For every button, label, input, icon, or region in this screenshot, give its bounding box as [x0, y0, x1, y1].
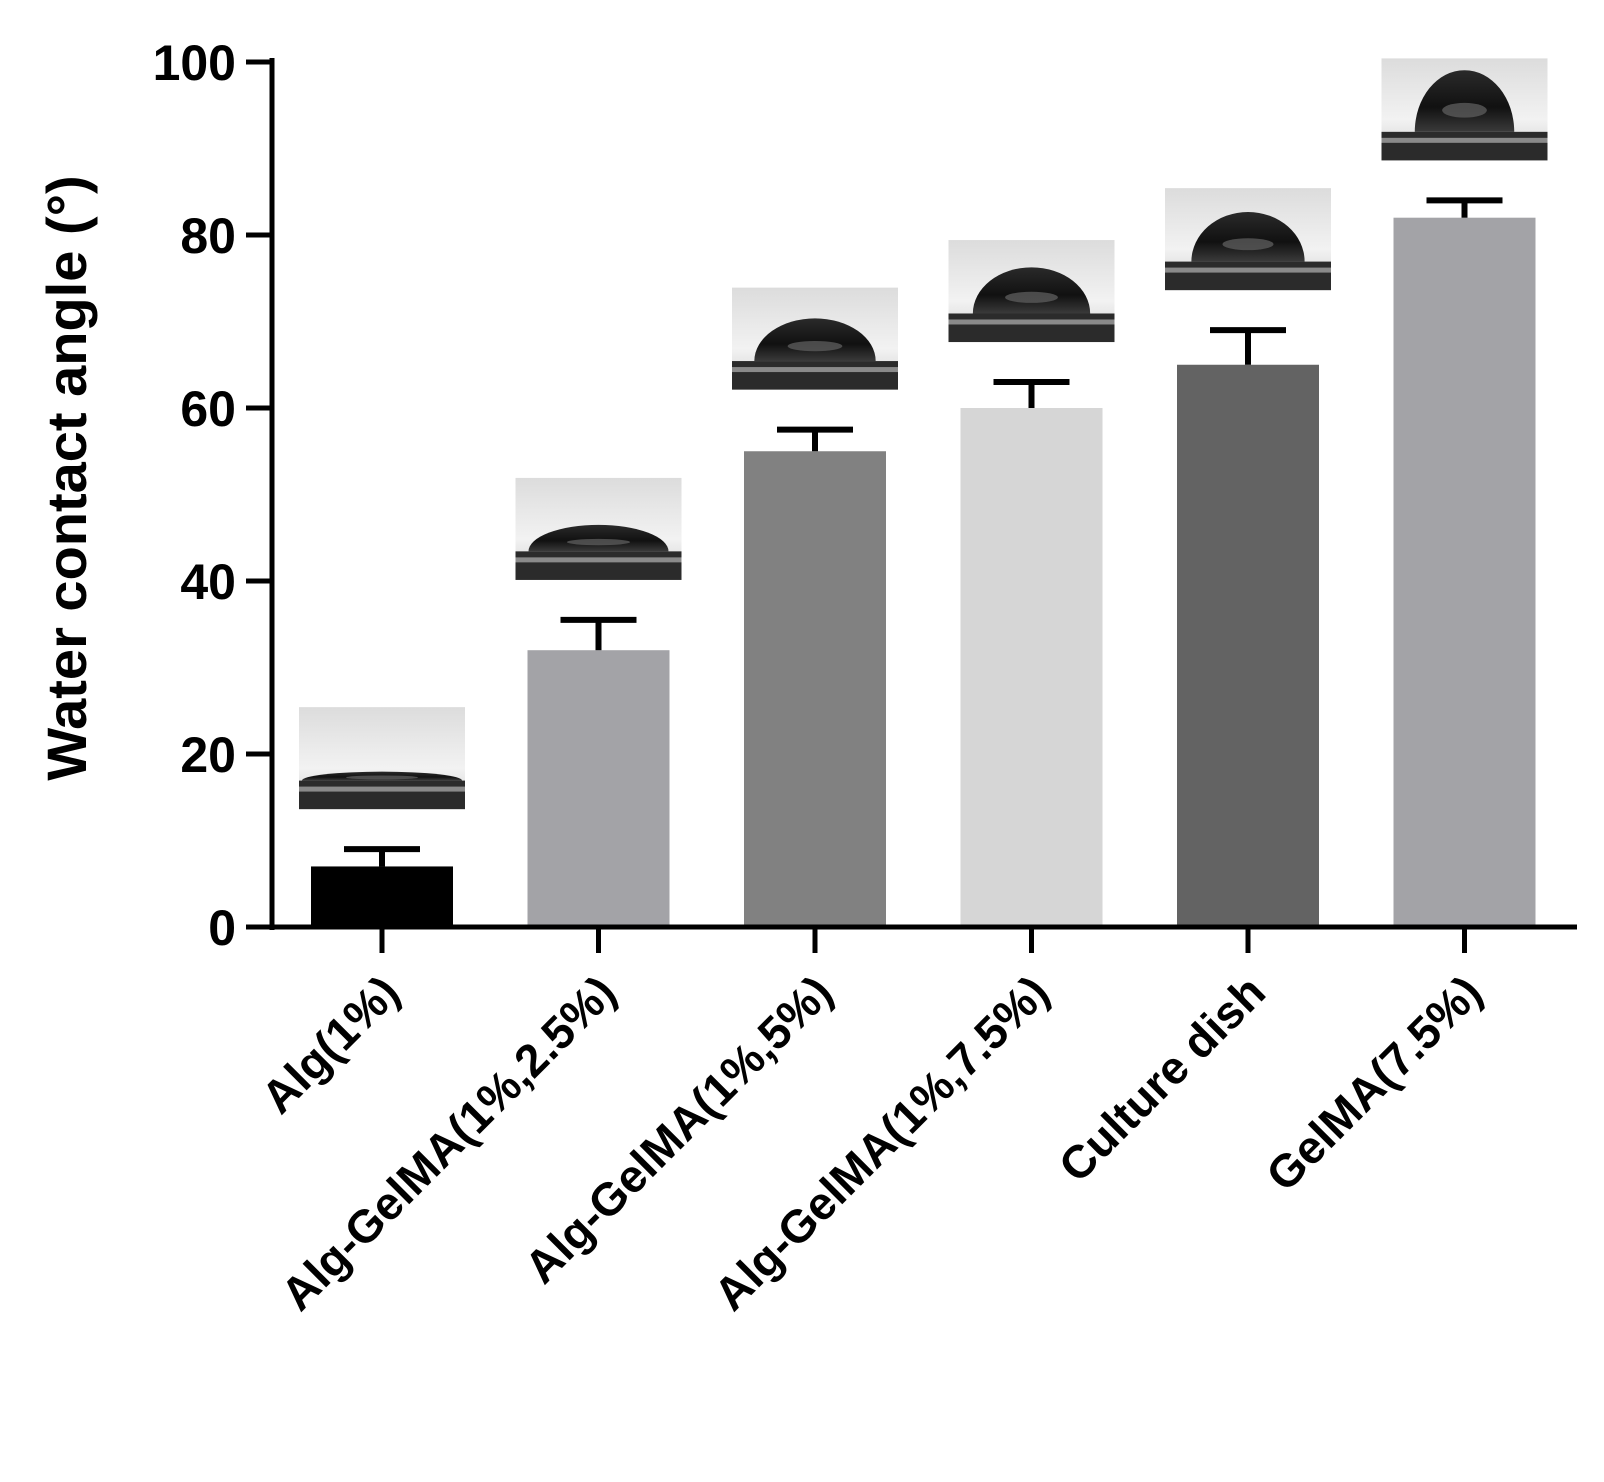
droplet-images-layer: [299, 58, 1548, 809]
bar: [1394, 218, 1536, 927]
bar: [961, 408, 1103, 927]
bar: [311, 866, 453, 927]
bar-chart: 0 20 40 60 80 100 Alg(1%)Alg-GelMA(1%,2.5%)Al…: [0, 0, 1604, 1482]
water-droplet-image: [299, 707, 465, 809]
y-tick-label: 60: [180, 381, 236, 437]
droplet-highlight: [1005, 292, 1058, 303]
x-category-label: Culture dish: [1049, 965, 1276, 1192]
substrate-reflection: [516, 557, 682, 562]
y-axis-title: Water contact angle (°): [35, 175, 98, 780]
y-tick-label: 20: [180, 727, 236, 783]
y-ticks: 0 20 40 60 80 100: [153, 35, 272, 956]
x-category-label: Alg(1%): [251, 965, 409, 1123]
water-droplet-image: [1382, 58, 1548, 160]
bar: [744, 451, 886, 927]
droplet-highlight: [346, 775, 418, 779]
substrate-reflection: [1382, 138, 1548, 143]
substrate-reflection: [299, 787, 465, 792]
substrate: [1382, 132, 1548, 161]
substrate-reflection: [1165, 268, 1331, 273]
bar: [1177, 365, 1319, 927]
bar: [528, 650, 670, 927]
substrate: [949, 313, 1115, 342]
axes: [269, 58, 1577, 930]
droplet-highlight: [567, 539, 630, 545]
y-tick-label: 0: [208, 900, 236, 956]
y-tick-label: 100: [153, 35, 236, 91]
substrate-reflection: [732, 367, 898, 372]
water-droplet-image: [516, 478, 682, 580]
water-droplet-image: [1165, 188, 1331, 290]
bars-layer: [311, 218, 1536, 927]
water-droplet-image: [949, 240, 1115, 342]
droplet-highlight: [1223, 238, 1274, 250]
droplet-highlight: [1442, 103, 1487, 118]
substrate: [299, 781, 465, 810]
y-tick-label: 80: [180, 208, 236, 264]
substrate-reflection: [949, 319, 1115, 324]
y-tick-label: 40: [180, 554, 236, 610]
x-ticks: Alg(1%)Alg-GelMA(1%,2.5%)Alg-GelMA(1%,5%…: [251, 927, 1491, 1320]
substrate: [732, 361, 898, 390]
substrate: [516, 551, 682, 580]
droplet-highlight: [788, 341, 843, 351]
water-droplet-image: [732, 288, 898, 390]
substrate: [1165, 262, 1331, 291]
x-category-label: GelMA(7.5%): [1256, 965, 1492, 1201]
